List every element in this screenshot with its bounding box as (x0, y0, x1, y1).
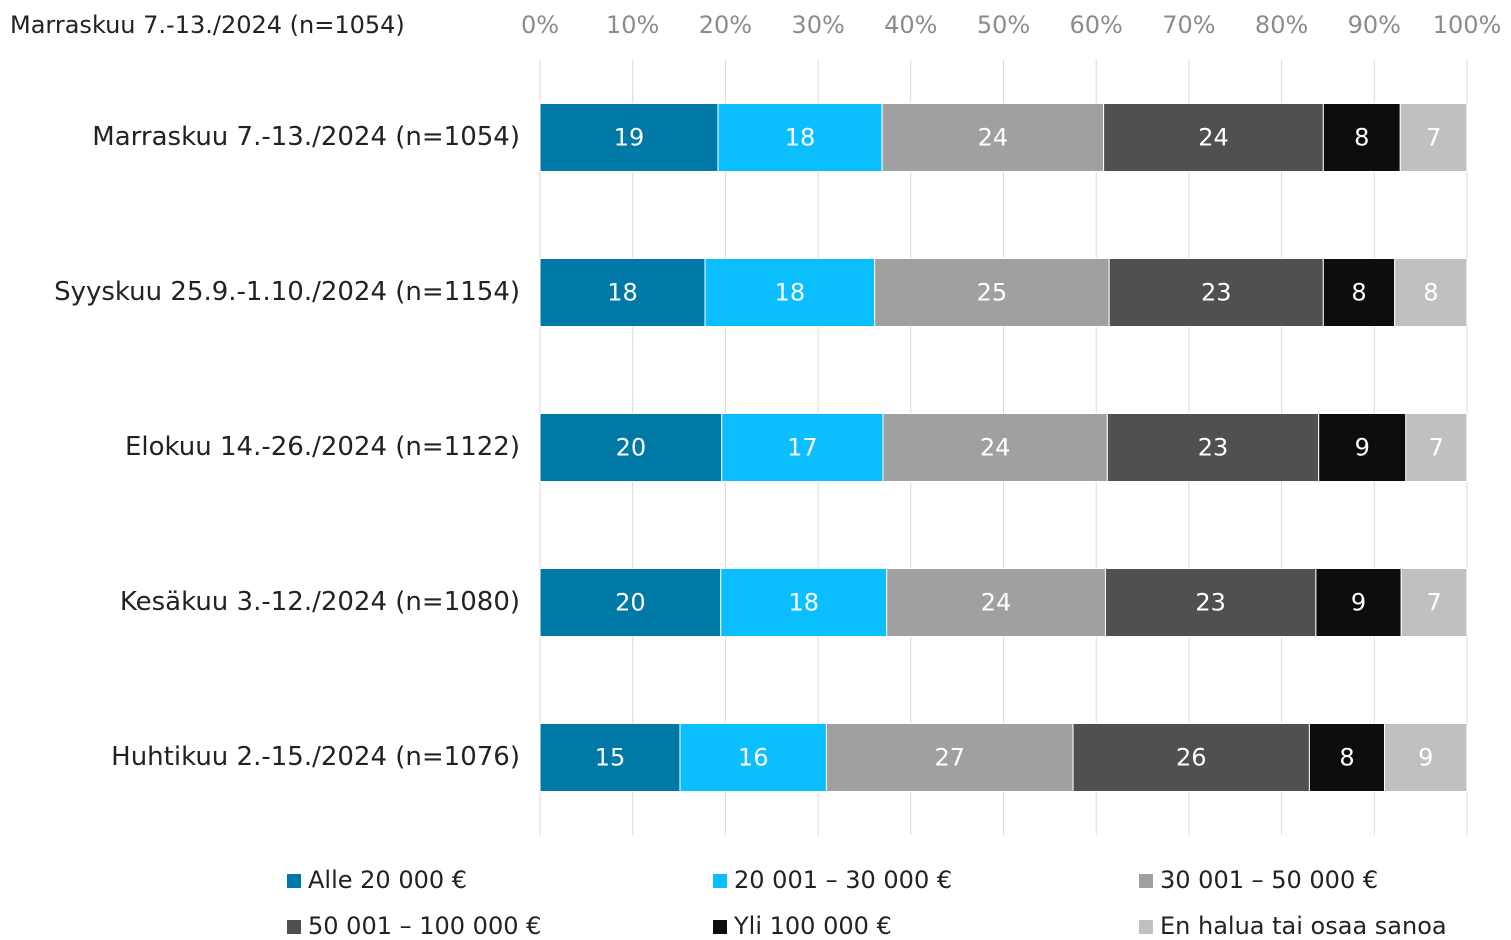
data-label: 17 (787, 434, 818, 462)
data-label: 16 (738, 744, 769, 772)
data-label: 7 (1426, 589, 1441, 617)
data-label: 8 (1339, 744, 1354, 772)
chart-title: Marraskuu 7.-13./2024 (n=1054) (10, 11, 405, 39)
x-tick-label: 20% (699, 11, 752, 39)
bar-segment (881, 103, 1105, 172)
bar-segment (717, 103, 883, 172)
legend-label: 30 001 – 50 000 € (1160, 866, 1378, 894)
data-label: 24 (981, 589, 1012, 617)
data-label: 23 (1201, 279, 1232, 307)
x-tick-label: 10% (606, 11, 659, 39)
bar-segment (1400, 568, 1468, 637)
y-tick-label: Elokuu 14.-26./2024 (n=1122) (125, 432, 520, 462)
bar-segment (825, 723, 1074, 792)
x-tick-label: 100% (1433, 11, 1502, 39)
bar-segment (539, 723, 681, 792)
x-tick-label: 70% (1162, 11, 1215, 39)
data-label: 18 (785, 124, 816, 152)
data-label: 15 (595, 744, 626, 772)
y-tick-label: Kesäkuu 3.-12./2024 (n=1080) (120, 587, 520, 617)
y-tick-label: Syyskuu 25.9.-1.10./2024 (n=1154) (54, 277, 520, 307)
bar-segment (1104, 568, 1317, 637)
x-tick-label: 50% (977, 11, 1030, 39)
bar-segment (882, 413, 1108, 482)
data-label: 18 (607, 279, 638, 307)
data-label: 25 (977, 279, 1008, 307)
x-tick-label: 60% (1070, 11, 1123, 39)
legend-swatch (713, 920, 727, 934)
bar-segment (1399, 103, 1468, 172)
bar-segment (1108, 258, 1324, 327)
y-tick-label: Huhtikuu 2.-15./2024 (n=1076) (111, 742, 520, 772)
legend-swatch (1139, 874, 1153, 888)
bar-segment (539, 568, 722, 637)
bar-segment (721, 413, 884, 482)
legend-label: 50 001 – 100 000 € (308, 912, 541, 940)
bar-segment (1322, 258, 1396, 327)
bar-segment (1315, 568, 1402, 637)
data-label: 7 (1429, 434, 1444, 462)
legend-label: Yli 100 000 € (733, 912, 892, 940)
x-tick-label: 30% (791, 11, 844, 39)
legend-label: Alle 20 000 € (308, 866, 467, 894)
legend-swatch (287, 874, 301, 888)
data-label: 18 (775, 279, 806, 307)
bar-segment (539, 103, 719, 172)
data-label: 23 (1198, 434, 1229, 462)
x-tick-label: 0% (521, 11, 559, 39)
data-label: 8 (1354, 124, 1369, 152)
data-label: 7 (1426, 124, 1441, 152)
data-label: 8 (1351, 279, 1366, 307)
bar-segment (1308, 723, 1385, 792)
data-label: 9 (1418, 744, 1433, 772)
bar-segment (539, 413, 723, 482)
x-tick-label: 90% (1348, 11, 1401, 39)
data-label: 9 (1355, 434, 1370, 462)
bar-segment (1106, 413, 1320, 482)
data-label: 18 (788, 589, 819, 617)
x-tick-label: 40% (884, 11, 937, 39)
x-tick-label: 80% (1255, 11, 1308, 39)
data-label: 27 (934, 744, 965, 772)
data-label: 24 (980, 434, 1011, 462)
bar-segment (679, 723, 827, 792)
data-label: 20 (615, 589, 646, 617)
bar-segment (1405, 413, 1468, 482)
bar-segment (874, 258, 1110, 327)
legend-swatch (287, 920, 301, 934)
bar-segment (886, 568, 1106, 637)
data-label: 24 (1198, 124, 1229, 152)
data-label: 19 (614, 124, 645, 152)
bar-segment (1103, 103, 1324, 172)
legend-label: 20 001 – 30 000 € (734, 866, 952, 894)
data-label: 20 (616, 434, 647, 462)
data-label: 9 (1351, 589, 1366, 617)
data-label: 24 (978, 124, 1009, 152)
legend-swatch (1139, 920, 1153, 934)
bar-segment (1318, 413, 1407, 482)
bar-segment (1394, 258, 1468, 327)
bar-segment (720, 568, 888, 637)
bar-segment (1383, 723, 1468, 792)
legend-label: En halua tai osaa sanoa (1160, 912, 1447, 940)
legend-swatch (713, 874, 727, 888)
data-label: 23 (1195, 589, 1226, 617)
y-tick-label: Marraskuu 7.-13./2024 (n=1054) (92, 122, 520, 152)
data-label: 8 (1423, 279, 1438, 307)
bar-segment (539, 258, 706, 327)
bar-segment (1322, 103, 1401, 172)
data-label: 26 (1176, 744, 1207, 772)
